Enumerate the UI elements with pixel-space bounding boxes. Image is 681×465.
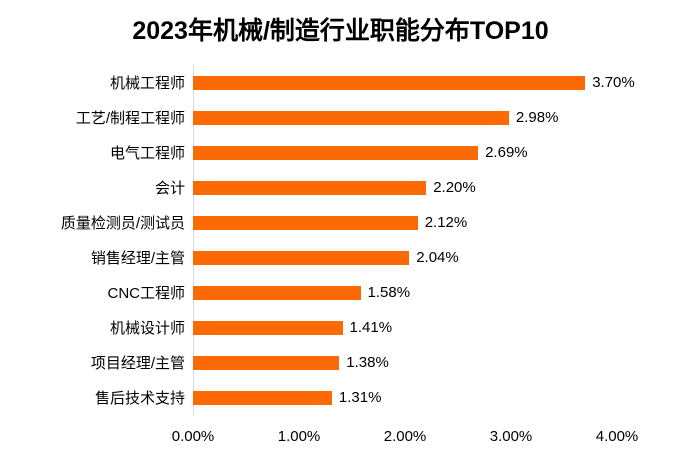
bar-track: 1.38%	[193, 354, 681, 371]
x-tick-label: 4.00%	[595, 428, 639, 445]
bar-track: 2.12%	[193, 214, 681, 231]
category-label: 工艺/制程工程师	[75, 110, 185, 127]
bar	[193, 110, 509, 125]
bar-row: 工艺/制程工程师 2.98%	[0, 100, 681, 135]
bar-row: 机械设计师 1.41%	[0, 310, 681, 345]
bar	[193, 180, 427, 195]
bar-track: 2.98%	[193, 109, 681, 126]
bar-row: 售后技术支持 1.31%	[0, 380, 681, 415]
value-label: 2.98%	[515, 109, 559, 126]
x-tick-label: 1.00%	[277, 428, 321, 445]
category-label: 机械设计师	[109, 320, 185, 337]
category-label: 售后技术支持	[94, 390, 185, 407]
bar	[193, 355, 340, 370]
bar-track: 1.58%	[193, 284, 681, 301]
x-tick-label: 0.00%	[171, 428, 215, 445]
value-label: 2.04%	[416, 249, 459, 266]
value-label: 2.20%	[433, 179, 476, 196]
x-tick-label: 3.00%	[489, 428, 533, 445]
category-label: 销售经理/主管	[90, 250, 185, 267]
bar-row: 会计 2.20%	[0, 170, 681, 205]
bar-row: 项目经理/主管 1.38%	[0, 345, 681, 380]
value-label: 2.69%	[485, 144, 528, 161]
bar	[193, 75, 586, 90]
x-axis: 0.00% 1.00% 2.00% 3.00% 4.00%	[0, 428, 681, 448]
bar	[193, 320, 343, 335]
bar	[193, 145, 479, 160]
category-label: 机械工程师	[109, 75, 185, 92]
value-label: 1.31%	[338, 389, 382, 406]
chart-title: 2023年机械/制造行业职能分布TOP10	[132, 17, 549, 45]
bar	[193, 215, 418, 230]
value-label: 1.38%	[346, 354, 389, 371]
bar-track: 2.20%	[193, 179, 681, 196]
bar	[193, 285, 361, 300]
value-label: 3.70%	[592, 74, 635, 91]
value-label: 1.58%	[367, 284, 411, 301]
bar-track: 1.41%	[193, 319, 681, 336]
bar-track: 1.31%	[193, 389, 681, 406]
category-label: 项目经理/主管	[90, 355, 185, 372]
x-tick-label: 2.00%	[383, 428, 427, 445]
bar-track: 2.04%	[193, 249, 681, 266]
bar-row: 机械工程师 3.70%	[0, 65, 681, 100]
bar-row: CNC工程师 1.58%	[0, 275, 681, 310]
category-label: CNC工程师	[107, 285, 186, 302]
bar-track: 3.70%	[193, 74, 681, 91]
category-label: 质量检测员/测试员	[60, 215, 185, 232]
category-label: 会计	[154, 180, 185, 197]
bar	[193, 390, 332, 405]
bar-rows: 机械工程师 3.70% 工艺/制程工程师 2.98% 电气工程师 2.69% 会…	[0, 65, 681, 415]
category-label: 电气工程师	[109, 145, 185, 162]
bar-track: 2.69%	[193, 144, 681, 161]
y-axis-line	[193, 65, 194, 415]
bar-row: 销售经理/主管 2.04%	[0, 240, 681, 275]
bar	[193, 250, 410, 265]
bar-row: 电气工程师 2.69%	[0, 135, 681, 170]
bar-row: 质量检测员/测试员 2.12%	[0, 205, 681, 240]
value-label: 2.12%	[424, 214, 468, 231]
value-label: 1.41%	[349, 319, 393, 336]
